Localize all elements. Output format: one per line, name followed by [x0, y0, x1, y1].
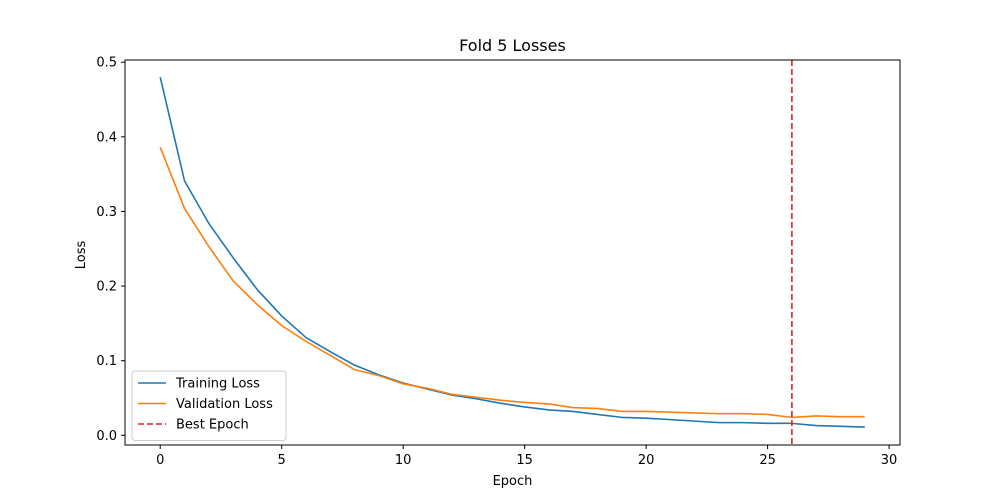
x-tick-label: 0 — [156, 453, 164, 468]
y-tick-label: 0.3 — [96, 205, 117, 220]
legend-label: Validation Loss — [176, 397, 273, 412]
legend-label: Best Epoch — [176, 418, 249, 433]
y-tick-label: 0.4 — [96, 130, 117, 145]
legend-label: Training Loss — [175, 377, 260, 392]
y-tick-label: 0.1 — [96, 354, 117, 369]
x-tick-label: 5 — [278, 453, 286, 468]
legend: Training Loss Validation Loss Best Epoch — [131, 370, 287, 441]
y-tick-label: 0.0 — [96, 429, 117, 444]
y-axis-title: Loss — [74, 241, 89, 270]
legend-box — [131, 370, 287, 441]
x-axis: 0 5 10 15 20 25 30 — [156, 445, 897, 468]
y-tick-label: 0.5 — [96, 56, 117, 71]
x-tick-label: 15 — [516, 453, 533, 468]
series-line-validation-loss — [159, 147, 865, 419]
x-tick-label: 10 — [395, 453, 412, 468]
series-line-training-loss — [159, 76, 865, 428]
x-tick-label: 30 — [881, 453, 898, 468]
plot-frame — [124, 59, 901, 446]
x-tick-label: 25 — [759, 453, 776, 468]
plot-area — [159, 60, 865, 445]
y-tick-label: 0.2 — [96, 280, 117, 295]
y-axis: 0.0 0.1 0.2 0.3 0.4 0.5 — [96, 56, 125, 444]
x-tick-label: 20 — [638, 453, 655, 468]
chart-title: Fold 5 Losses — [459, 36, 566, 55]
x-axis-title: Epoch — [493, 474, 533, 489]
